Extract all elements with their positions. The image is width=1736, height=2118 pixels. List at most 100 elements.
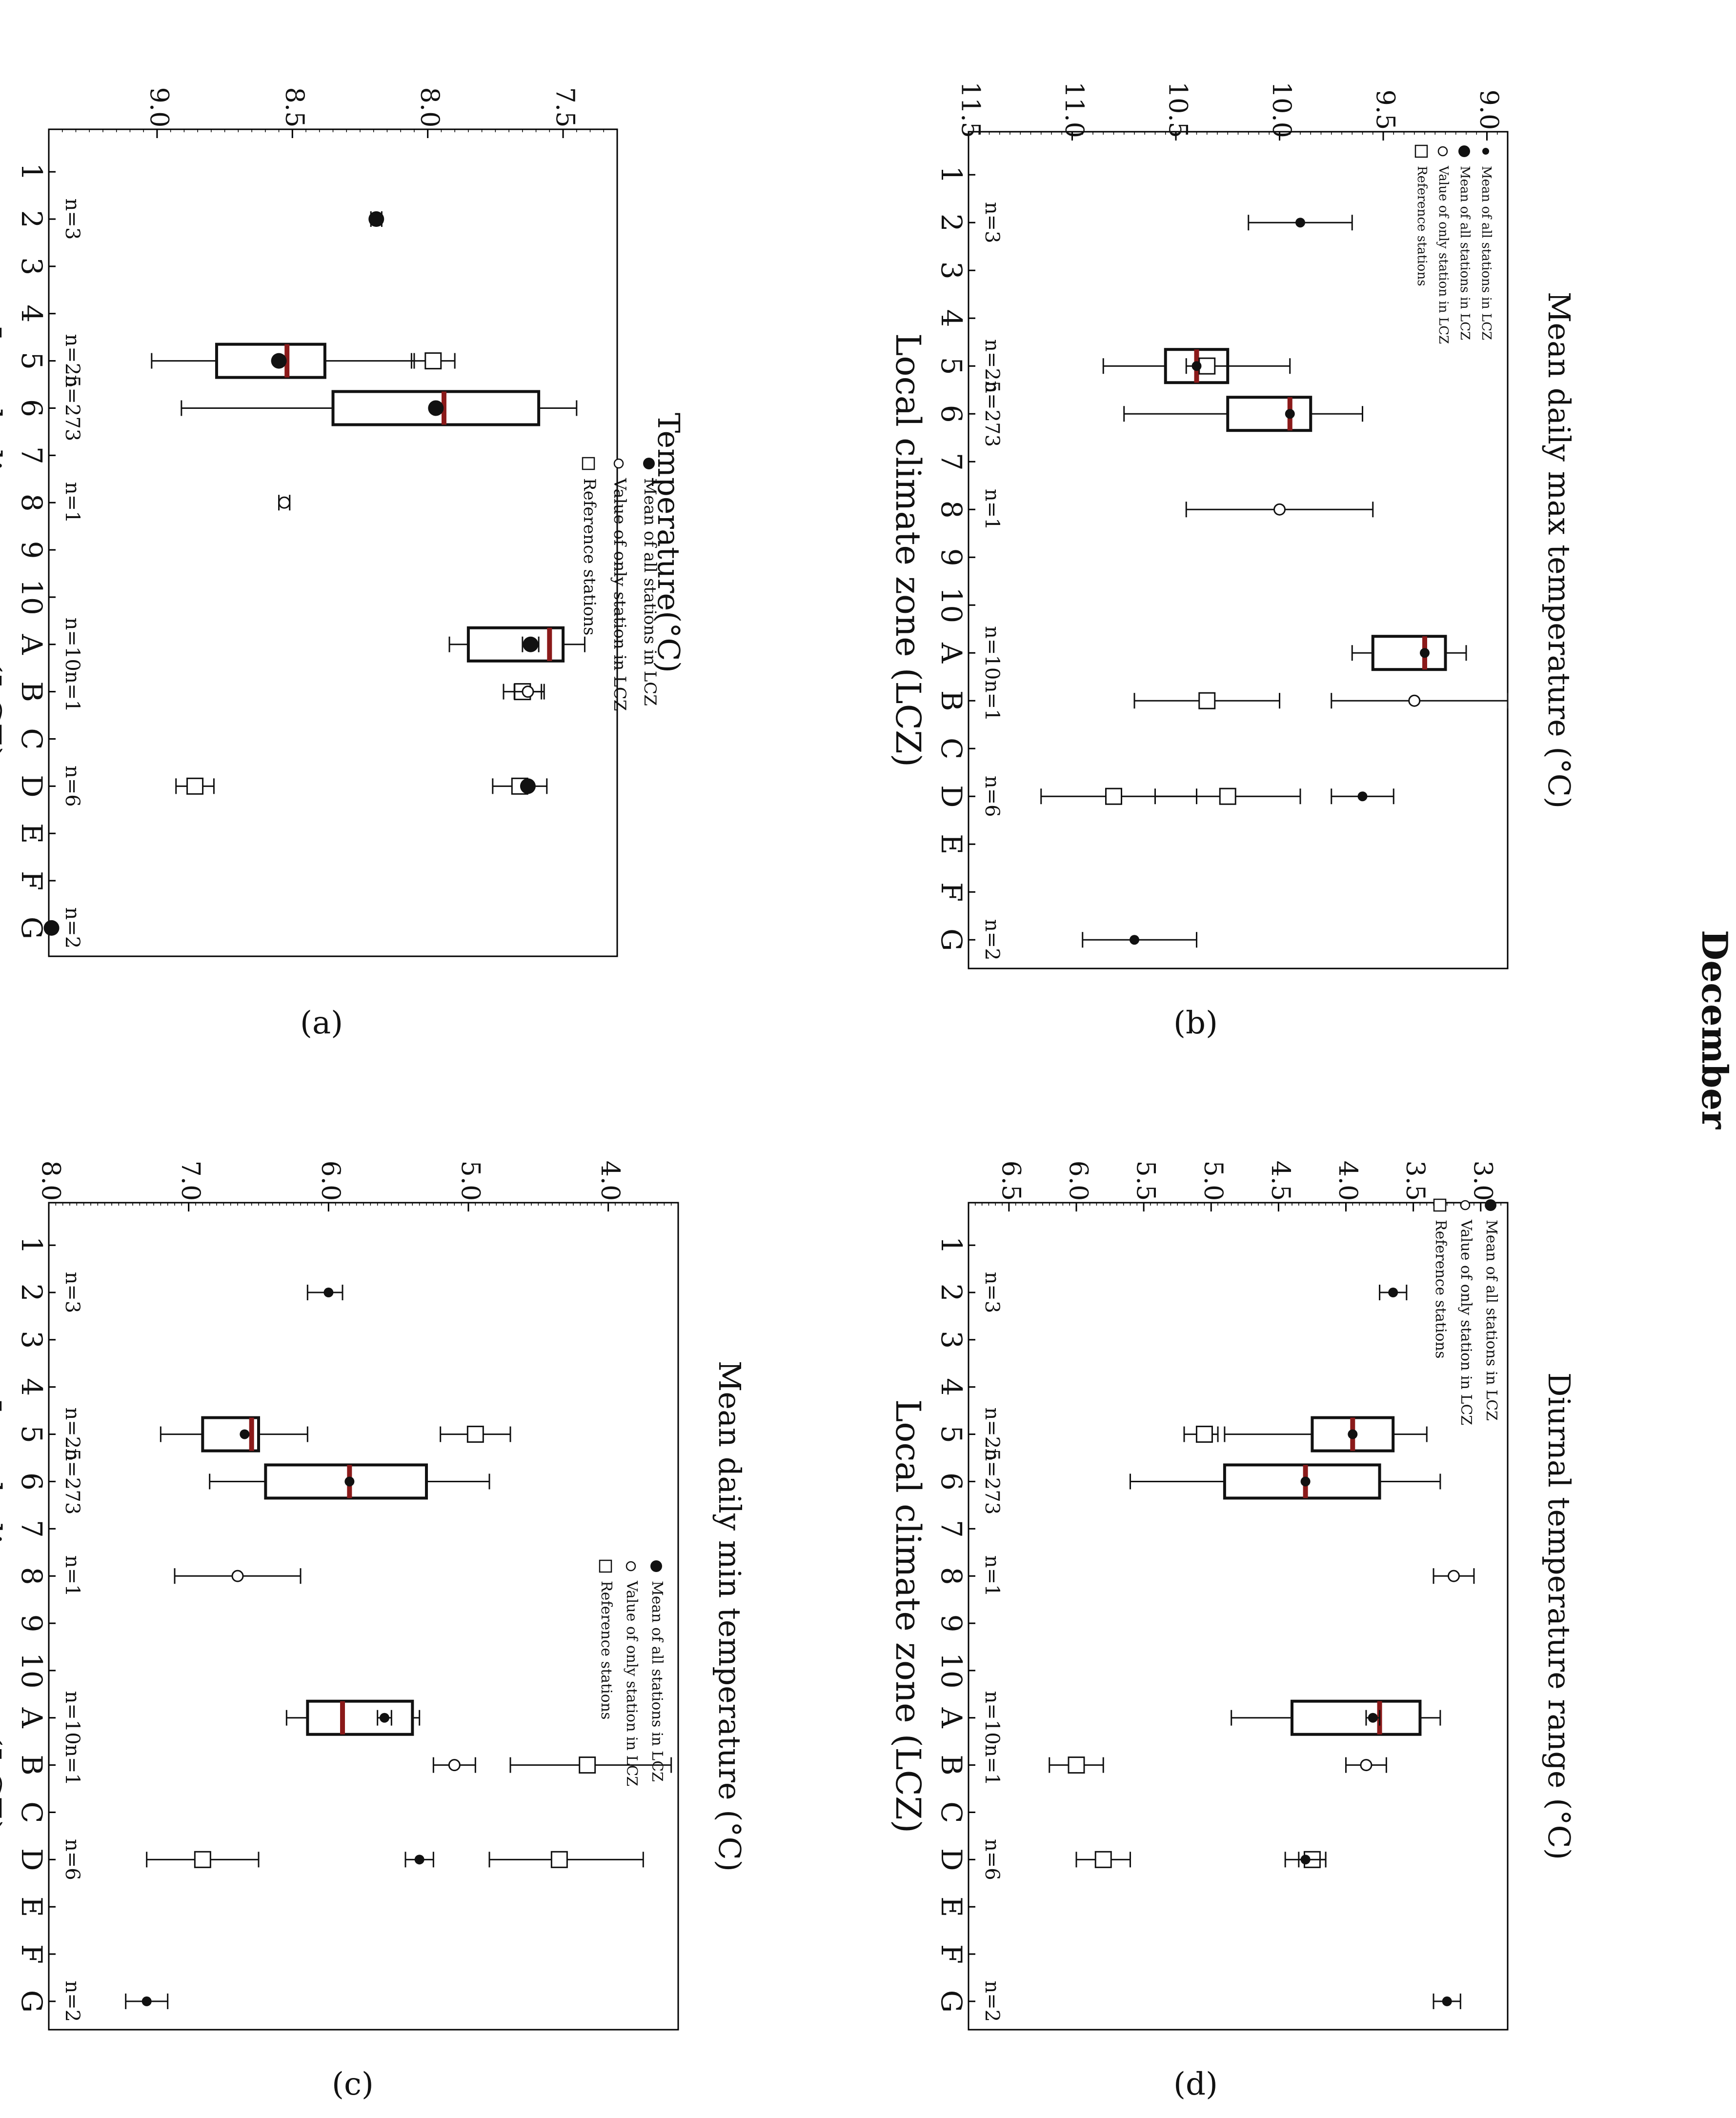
single-station-marker [1360,1759,1373,1772]
value-tick-label: 8.0 [415,87,444,128]
legend-mean-icon [1458,145,1470,157]
legend-label: Reference stations [1414,166,1429,286]
value-tick-label: 3.0 [1468,1161,1497,1201]
sample-size-label: n=3 [61,199,83,240]
value-tick-label: 6.0 [316,1161,345,1201]
category-tick-label: 7 [935,1520,968,1538]
category-tick-label: 5 [15,352,48,370]
value-tick-label: 4.0 [1333,1161,1362,1201]
sample-size-label: n=3 [981,1272,1003,1313]
reference-station-marker [1068,1756,1085,1774]
plot-frame [48,1202,679,2031]
value-tick-label: 5.5 [1131,1161,1160,1201]
legend-mean-icon [1482,148,1489,155]
value-tick-label: 6.0 [1064,1161,1093,1201]
value-axis-title: Diurnal temperature range (°C) [1541,1372,1577,1860]
value-tick-label: 10.5 [1163,81,1192,138]
category-tick-label: G [935,928,968,951]
mean-marker [368,211,384,227]
category-tick-label: B [15,1755,48,1775]
category-tick-label: G [935,1990,968,2013]
category-tick-label: D [935,1848,968,1871]
sample-size-label: n=25 [981,1408,1003,1461]
value-tick-label: 6.5 [996,1161,1025,1201]
category-tick-label: D [935,785,968,808]
value-tick-label: 11.5 [956,81,985,138]
category-tick-label: B [935,690,968,711]
sample-size-label: n=1 [61,1555,83,1597]
sample-size-label: n=25 [61,334,83,388]
mean-marker [1295,218,1305,228]
category-tick-label: F [935,1944,968,1964]
category-tick-label: E [15,823,48,844]
iqr-box [215,343,326,379]
sample-size-label: n=1 [981,680,1003,722]
category-tick-label: 5 [935,357,968,375]
category-tick-label: B [935,1755,968,1775]
legend-label: Mean of all stations in LCZ [1479,166,1494,340]
reference-station-marker [466,1426,484,1443]
legend-label: Mean of all stations in LCZ [640,478,660,706]
category-tick-label: 9 [935,1614,968,1633]
category-tick-label: 4 [935,1378,968,1396]
legend-label: Value of only station in LCZ [623,1580,640,1786]
value-tick-label: 8.0 [36,1161,65,1201]
reference-station-marker [579,1756,596,1774]
mean-marker [1357,791,1368,802]
mean-marker [1300,1476,1311,1487]
mean-marker [414,1855,424,1865]
sample-size-label: n=10 [61,618,83,671]
category-tick-label: 4 [15,304,48,323]
category-tick-label: 1 [935,166,968,184]
sample-size-label: n=25 [61,1408,83,1461]
single-station-marker [1408,694,1421,707]
legend-label: Reference stations [1432,1220,1449,1358]
legend-label: Mean of all stations in LCZ [648,1581,666,1782]
category-axis-title: Local climate zone (LCZ) [0,1399,8,1833]
iqr-box [1371,635,1447,671]
chart-b: 9.0 9.5 10.0 10.5 11.0 11.5 Mean daily max tem… [888,81,1577,969]
legend-label: Mean of all stations in LCZ [1457,166,1472,340]
category-tick-label: A [15,634,48,655]
category-axis-title: Local climate zone (LCZ) [888,333,928,767]
single-station-marker [1448,1570,1460,1582]
category-tick-label: 3 [935,1331,968,1349]
category-tick-label: 8 [15,1567,48,1585]
category-axis-title: Local climate zone (LCZ) [888,1399,928,1833]
category-tick-label: 6 [935,405,968,423]
value-tick-label: 9.5 [1371,90,1400,130]
iqr-box [306,1699,414,1736]
reference-station-marker [1198,692,1216,709]
category-tick-label: B [15,681,48,702]
category-tick-label: 10 [15,1653,48,1689]
value-tick-label: 5.0 [456,1161,485,1201]
category-tick-label: 9 [15,1614,48,1633]
reference-station-marker [424,352,442,370]
legend-single-icon [1460,1200,1471,1210]
iqr-box [1226,396,1312,432]
category-tick-label: A [15,1707,48,1729]
value-tick-label: 3.5 [1400,1161,1430,1201]
sample-size-label: n=1 [981,1744,1003,1786]
category-tick-label: 1 [15,163,48,181]
category-axis-title: Local climate zone (LCZ) [0,326,8,760]
single-station-marker [522,686,534,698]
mean-marker [1285,409,1295,419]
mean-marker [1191,361,1202,371]
category-tick-label: 3 [935,262,968,280]
mean-marker [1300,1855,1311,1865]
value-axis-title: Temperature(°C) [651,413,686,673]
single-station-marker [278,496,291,509]
sample-size-label: n=1 [981,489,1003,530]
category-tick-label: 2 [935,1284,968,1302]
category-tick-label: 4 [935,309,968,327]
value-axis-title: Mean daily min temperature (°C) [712,1361,747,1872]
sample-size-label: n=10 [981,1691,1003,1745]
category-tick-label: D [15,775,48,798]
chart-c: 4.0 5.0 6.0 7.0 8.0 Mean daily min temperatur… [0,1161,747,2031]
reference-station-marker [194,1851,211,1868]
mean-marker [1420,648,1430,658]
category-tick-label: 1 [15,1236,48,1254]
legend-label: Value of only station in LCZ [1436,165,1451,344]
